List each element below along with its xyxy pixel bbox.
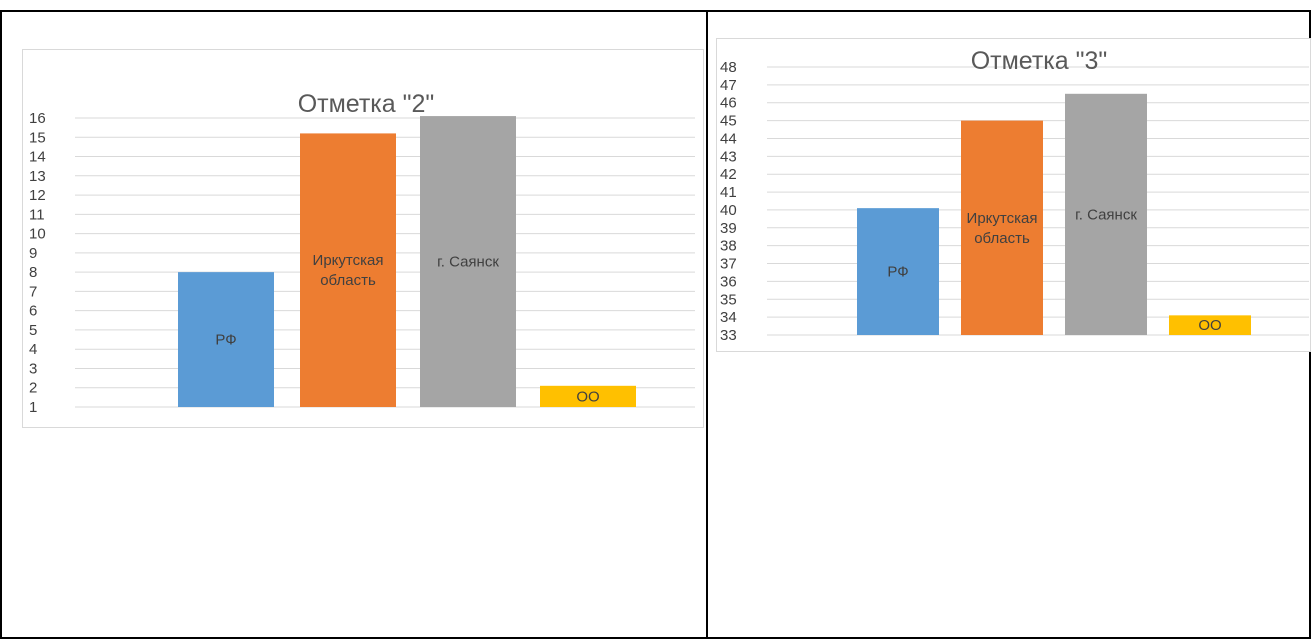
chart-grade-3-y-tick-label: 33 xyxy=(720,327,737,344)
chart-grade-3-y-tick-label: 37 xyxy=(720,256,737,273)
chart-grade-3-y-tick-label: 38 xyxy=(720,238,737,255)
chart-grade-3-y-tick-label: 48 xyxy=(720,59,737,76)
chart-grade-2-svg: 12345678910111213141516РФИркутскаяобласт… xyxy=(29,90,695,416)
chart-grade-3-bar-label: ОО xyxy=(1198,317,1221,334)
chart-grade-3-bar xyxy=(857,208,939,335)
chart-grade-2-y-tick-label: 5 xyxy=(29,322,37,339)
chart-grade-3-y-tick-label: 34 xyxy=(720,309,737,326)
chart-grade-2-y-tick-label: 8 xyxy=(29,264,37,281)
chart-grade-2-y-tick-label: 6 xyxy=(29,303,37,320)
chart-grade-2-bar-label: ОО xyxy=(576,388,599,405)
chart-grade-2-y-tick-label: 11 xyxy=(29,206,45,223)
chart-grade-2-y-tick-label: 10 xyxy=(29,226,46,243)
chart-grade-2-y-tick-label: 4 xyxy=(29,341,37,358)
chart-grade-3-y-tick-label: 43 xyxy=(720,148,737,165)
chart-grade-2-y-tick-label: 1 xyxy=(29,399,37,416)
chart-grade-3-y-tick-label: 39 xyxy=(720,220,737,237)
chart-grade-3-y-tick-label: 41 xyxy=(720,184,737,201)
chart-grade-2-bar xyxy=(300,133,396,407)
chart-grade-3-y-tick-label: 42 xyxy=(720,166,737,183)
chart-grade-3: 33 34 35 36 37 38 39 40 41 42 43 44 45 46 47 48 РФ Иркутс… xyxy=(716,38,1311,352)
chart-grade-2-bar-label: Иркутская xyxy=(313,252,384,269)
chart-grade-3-y-tick-label: 46 xyxy=(720,95,737,112)
chart-grade-3-y-tick-label: 44 xyxy=(720,130,737,147)
chart-grade-3-bar-label: РФ xyxy=(887,264,908,281)
chart-grade-2-y-tick-label: 9 xyxy=(29,245,37,262)
chart-grade-2-bar-label: РФ xyxy=(215,332,236,349)
chart-grade-2-title: Отметка "2" xyxy=(298,90,435,118)
chart-grade-3-bar-label: Иркутская xyxy=(967,210,1038,227)
chart-grade-2: 1 2 3 4 5 6 7 8 9 10 11 12 13 14 15 16 РФ Иркутская област… xyxy=(22,49,704,428)
chart-grade-2-y-tick-label: 16 xyxy=(29,110,46,127)
chart-grade-2-bar xyxy=(540,385,636,407)
chart-grade-3-bar-label: область xyxy=(974,230,1030,247)
chart-grade-3-title: Отметка "3" xyxy=(971,47,1108,75)
chart-grade-3-bar-label: г. Саянск xyxy=(1075,206,1137,223)
chart-grade-2-y-tick-label: 2 xyxy=(29,380,37,397)
chart-grade-3-y-tick-label: 35 xyxy=(720,291,737,308)
chart-grade-3-y-tick-label: 40 xyxy=(720,202,737,219)
chart-grade-2-y-tick-label: 12 xyxy=(29,187,46,204)
chart-grade-2-y-tick-label: 14 xyxy=(29,149,46,166)
chart-grade-2-bar xyxy=(178,272,274,407)
chart-grade-2-y-tick-label: 7 xyxy=(29,283,37,300)
chart-grade-3-y-tick-label: 45 xyxy=(720,113,737,130)
chart-grade-2-bar-label: область xyxy=(320,272,376,289)
chart-grade-3-y-tick-label: 47 xyxy=(720,77,737,94)
chart-grade-2-bar-label: г. Саянск xyxy=(437,254,499,271)
chart-grade-3-bar xyxy=(1169,315,1251,335)
chart-grade-2-bar xyxy=(420,116,516,407)
chart-grade-3-bar xyxy=(1065,93,1147,335)
chart-grade-2-y-tick-label: 15 xyxy=(29,129,46,146)
chart-grade-3-bar xyxy=(961,120,1043,335)
chart-grade-2-y-tick-label: 13 xyxy=(29,168,46,185)
chart-grade-3-y-tick-label: 36 xyxy=(720,273,737,290)
chart-grade-2-y-tick-label: 3 xyxy=(29,360,37,377)
